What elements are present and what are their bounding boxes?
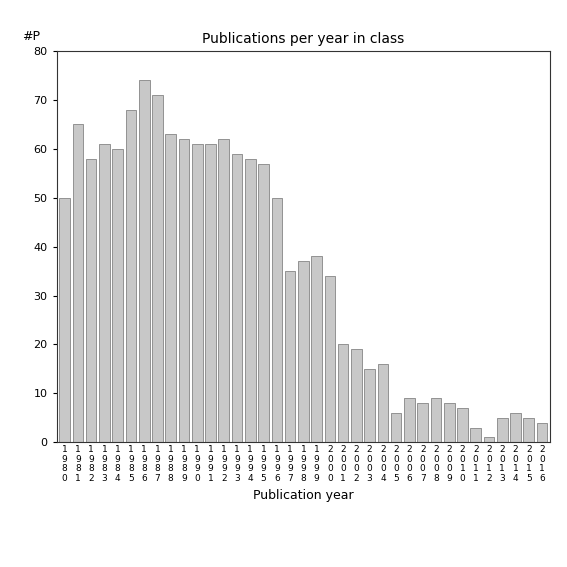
Bar [324, 276, 335, 442]
Bar [497, 418, 507, 442]
Bar [179, 139, 189, 442]
Bar [523, 418, 534, 442]
Bar [457, 408, 468, 442]
X-axis label: Publication year: Publication year [253, 489, 354, 502]
Bar [417, 403, 428, 442]
Bar [285, 271, 295, 442]
Bar [365, 369, 375, 442]
Bar [86, 159, 96, 442]
Bar [471, 428, 481, 442]
Bar [537, 423, 547, 442]
Bar [298, 261, 308, 442]
Bar [152, 95, 163, 442]
Bar [378, 364, 388, 442]
Bar [139, 81, 150, 442]
Bar [391, 413, 401, 442]
Bar [60, 198, 70, 442]
Bar [272, 198, 282, 442]
Bar [444, 403, 455, 442]
Bar [166, 134, 176, 442]
Bar [73, 124, 83, 442]
Bar [99, 144, 110, 442]
Bar [192, 144, 202, 442]
Bar [311, 256, 322, 442]
Bar [258, 163, 269, 442]
Bar [484, 437, 494, 442]
Bar [351, 349, 362, 442]
Bar [218, 139, 229, 442]
Bar [431, 398, 441, 442]
Text: #P: #P [22, 30, 40, 43]
Bar [126, 109, 136, 442]
Bar [232, 154, 242, 442]
Bar [245, 159, 256, 442]
Bar [404, 398, 414, 442]
Bar [510, 413, 521, 442]
Title: Publications per year in class: Publications per year in class [202, 32, 404, 46]
Bar [112, 149, 123, 442]
Bar [205, 144, 216, 442]
Bar [338, 345, 349, 442]
